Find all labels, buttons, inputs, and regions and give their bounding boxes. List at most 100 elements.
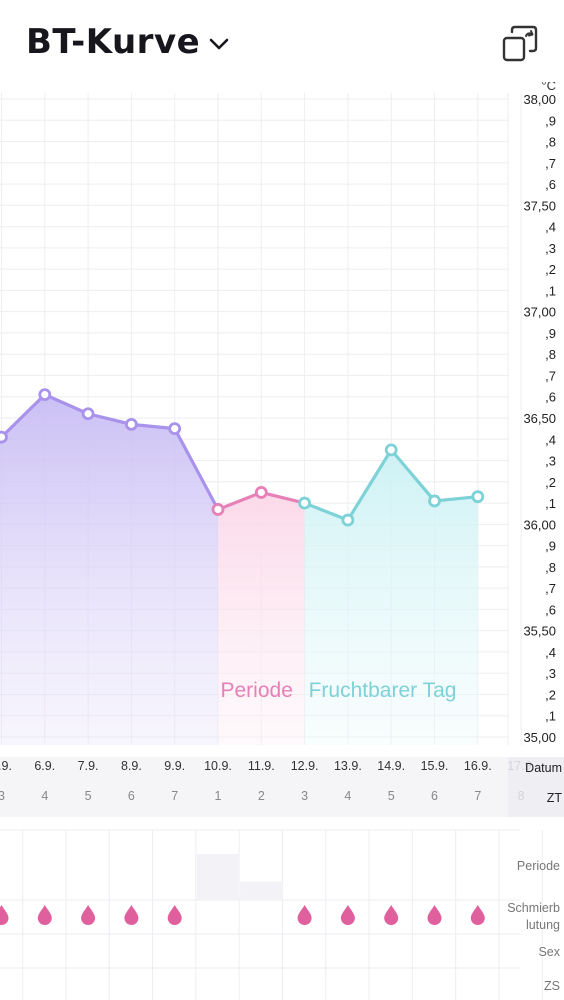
x-date-label: 9.9. — [164, 759, 185, 773]
y-tick-label: 36,00 — [523, 517, 556, 532]
symptom-row-label: lutung — [526, 918, 560, 932]
y-tick-label: ,3 — [545, 666, 556, 681]
x-cycle-day-label: 6 — [431, 789, 438, 803]
x-cycle-day-label: 2 — [258, 789, 265, 803]
symptom-row-label: Schmierb — [507, 901, 560, 915]
x-cycle-day-label: 3 — [301, 789, 308, 803]
date-rows-label-bg — [508, 757, 564, 817]
drop-icon[interactable] — [37, 905, 52, 925]
period-bar[interactable] — [196, 854, 240, 900]
drop-icon[interactable] — [167, 905, 182, 925]
x-date-label: 5.9. — [0, 759, 12, 773]
data-point[interactable] — [211, 503, 225, 516]
x-date-label: 17.9. — [507, 759, 535, 773]
y-tick-label: 37,00 — [523, 305, 556, 320]
y-tick-label: 36,50 — [523, 411, 556, 426]
phase-label: Periode — [221, 679, 293, 702]
x-cycle-day-label: 6 — [128, 789, 135, 803]
data-points — [0, 388, 485, 527]
x-date-label: 14.9. — [377, 759, 405, 773]
y-tick-label: ,7 — [545, 156, 556, 171]
data-point[interactable] — [168, 422, 182, 436]
x-cycle-day-label: 7 — [474, 789, 481, 803]
phase-labels: Periode Fruchtbarer Tag — [221, 679, 457, 702]
y-tick-label: ,6 — [545, 602, 556, 617]
y-tick-label: ,7 — [545, 581, 556, 596]
y-tick-label: ,4 — [545, 432, 556, 447]
y-tick-label: 35,50 — [523, 624, 556, 639]
x-date-label: 6.9. — [34, 759, 55, 773]
y-tick-label: ,9 — [545, 539, 556, 554]
x-date-label: 16.9. — [464, 759, 492, 773]
symptom-row-label: ZS — [544, 979, 560, 993]
x-date-label: 8.9. — [121, 759, 142, 773]
data-point[interactable] — [341, 513, 355, 527]
x-axis: 5.9. 3 6.9. 4 7.9. 5 8.9. 6 9.9. 7 10.9. 1 11.9. 2 12.… — [0, 757, 564, 817]
y-tick-label: 35,00 — [523, 730, 556, 745]
app-header: BT-Kurve — [0, 0, 564, 82]
y-tick-label: ,4 — [545, 220, 556, 235]
drop-icon[interactable] — [297, 905, 312, 925]
temperature-chart[interactable]: Periode Fruchtbarer Tag °C38,00,9,8,7,637… — [0, 82, 564, 1000]
y-tick-label: ,4 — [545, 645, 556, 660]
data-point[interactable] — [254, 486, 268, 499]
y-tick-label: ,7 — [545, 368, 556, 383]
zt-row-label: ZT — [547, 791, 563, 805]
x-date-label: 12.9. — [291, 759, 319, 773]
symptom-row-label: Sex — [538, 945, 560, 959]
drop-icon[interactable] — [470, 905, 485, 925]
x-date-label: 15.9. — [421, 759, 449, 773]
drop-icon[interactable] — [124, 905, 139, 925]
x-date-label: 13.9. — [334, 759, 362, 773]
y-tick-label: ,6 — [545, 177, 556, 192]
x-cycle-day-label: 3 — [0, 789, 5, 803]
phase-fill-1 — [218, 492, 305, 745]
y-tick-label: 37,50 — [523, 198, 556, 213]
chevron-down-icon — [209, 38, 229, 50]
y-tick-label: ,8 — [545, 135, 556, 150]
y-tick-label: ,1 — [545, 709, 556, 724]
data-point[interactable] — [38, 388, 52, 402]
x-cycle-day-label: 1 — [215, 789, 222, 803]
data-point[interactable] — [471, 490, 485, 504]
page-title: BT-Kurve — [26, 22, 201, 62]
x-cycle-day-label: 4 — [344, 789, 351, 803]
phase-fills — [0, 394, 478, 745]
x-date-label: 10.9. — [204, 759, 232, 773]
y-tick-label: ,8 — [545, 560, 556, 575]
y-tick-label: ,3 — [545, 241, 556, 256]
phase-label: Fruchtbarer Tag — [309, 679, 457, 702]
chart-selector[interactable]: BT-Kurve — [26, 22, 230, 62]
y-tick-label: ,8 — [545, 347, 556, 362]
y-tick-label: ,9 — [545, 113, 556, 128]
x-date-label: 7.9. — [78, 759, 99, 773]
data-point[interactable] — [384, 443, 398, 457]
data-point[interactable] — [124, 417, 138, 431]
screen-rotate-icon[interactable] — [498, 24, 542, 64]
drop-icon[interactable] — [384, 905, 399, 925]
drop-icon[interactable] — [81, 905, 96, 925]
data-point[interactable] — [0, 430, 8, 444]
x-cycle-day-label: 7 — [171, 789, 178, 803]
y-axis: °C38,00 ,9 ,8 ,7 ,6 37,50 ,4 ,3 ,2 ,1 37,00 ,9 ,8 ,7,… — [523, 82, 556, 745]
y-tick-label: ,1 — [545, 283, 556, 298]
data-point[interactable] — [81, 407, 95, 421]
phase-fill-0 — [0, 394, 218, 745]
period-bar[interactable] — [240, 881, 283, 900]
datum-row-label: Datum — [525, 761, 562, 775]
x-cycle-day-label: 4 — [41, 789, 48, 803]
x-cycle-day-label: 5 — [85, 789, 92, 803]
drop-icon[interactable] — [340, 905, 355, 925]
drop-icon[interactable] — [427, 905, 442, 925]
drop-icon[interactable] — [0, 905, 9, 925]
y-tick-label: ,2 — [545, 687, 556, 702]
y-tick-label: ,1 — [545, 496, 556, 511]
symptom-table: Periode Schmierb lutung Sex ZS — [0, 829, 561, 1000]
x-cycle-day-label: 8 — [518, 789, 525, 803]
y-tick-label: ,6 — [545, 390, 556, 405]
data-point[interactable] — [428, 494, 441, 508]
y-tick-label: ,3 — [545, 454, 556, 469]
y-tick-label: 38,00 — [523, 92, 556, 107]
y-tick-label: ,2 — [545, 475, 556, 490]
data-point[interactable] — [298, 496, 312, 510]
